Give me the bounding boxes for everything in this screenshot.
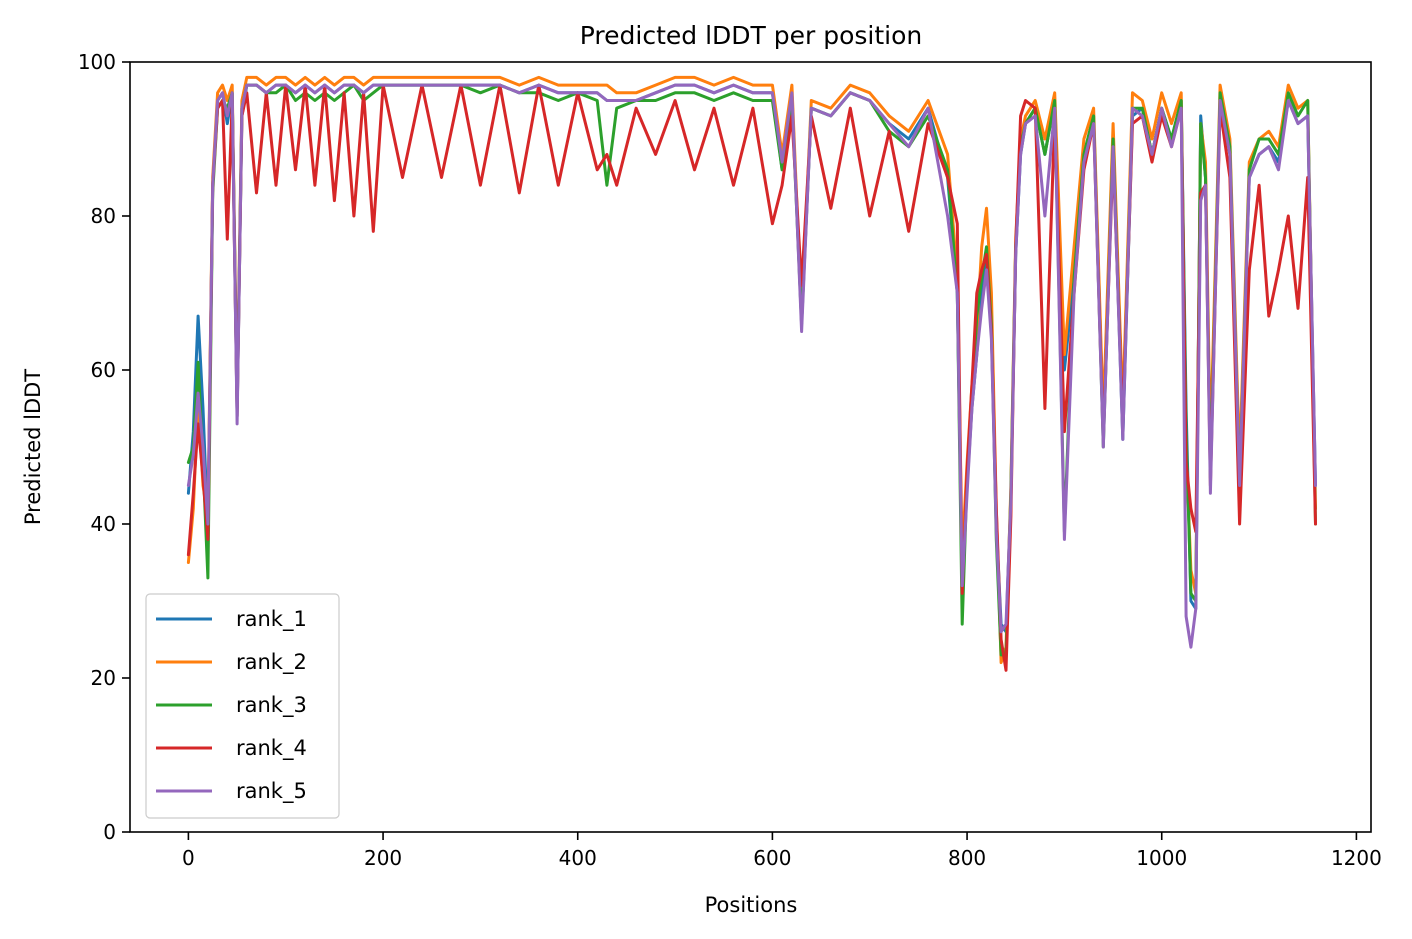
x-tick-label: 600 [753, 846, 791, 870]
x-tick-label: 800 [948, 846, 986, 870]
legend-label-rank-2: rank_2 [236, 650, 307, 675]
plot-frame [129, 61, 1372, 833]
legend-label-rank-1: rank_1 [236, 607, 307, 632]
y-tick-label: 20 [91, 666, 116, 690]
x-axis-label: Positions [705, 893, 798, 917]
legend-label-rank-5: rank_5 [236, 779, 307, 804]
legend-label-rank-4: rank_4 [236, 736, 307, 761]
y-tick-label: 80 [91, 204, 116, 228]
chart-title: Predicted lDDT per position [580, 21, 922, 50]
x-axis: 0 200 400 600 800 1000 1200 [182, 832, 1382, 870]
series-line-rank-5 [186, 83, 1317, 649]
x-tick-label: 400 [559, 846, 597, 870]
y-tick-label: 100 [78, 50, 116, 74]
y-tick-label: 0 [103, 820, 116, 844]
legend-label-rank-3: rank_3 [236, 693, 307, 718]
y-axis-label: Predicted lDDT [21, 369, 45, 525]
x-tick-label: 1000 [1136, 846, 1187, 870]
series-layer [186, 75, 1317, 672]
y-tick-label: 40 [91, 512, 116, 536]
x-tick-label: 1200 [1331, 846, 1382, 870]
legend: rank_1 rank_2 rank_3 rank_4 rank_5 [145, 593, 340, 819]
x-tick-label: 200 [364, 846, 402, 870]
legend-box [145, 593, 340, 819]
x-tick-label: 0 [182, 846, 195, 870]
series-line-rank-2 [186, 75, 1317, 665]
y-tick-label: 60 [91, 358, 116, 382]
y-axis: 0 20 40 60 80 100 [78, 50, 130, 844]
